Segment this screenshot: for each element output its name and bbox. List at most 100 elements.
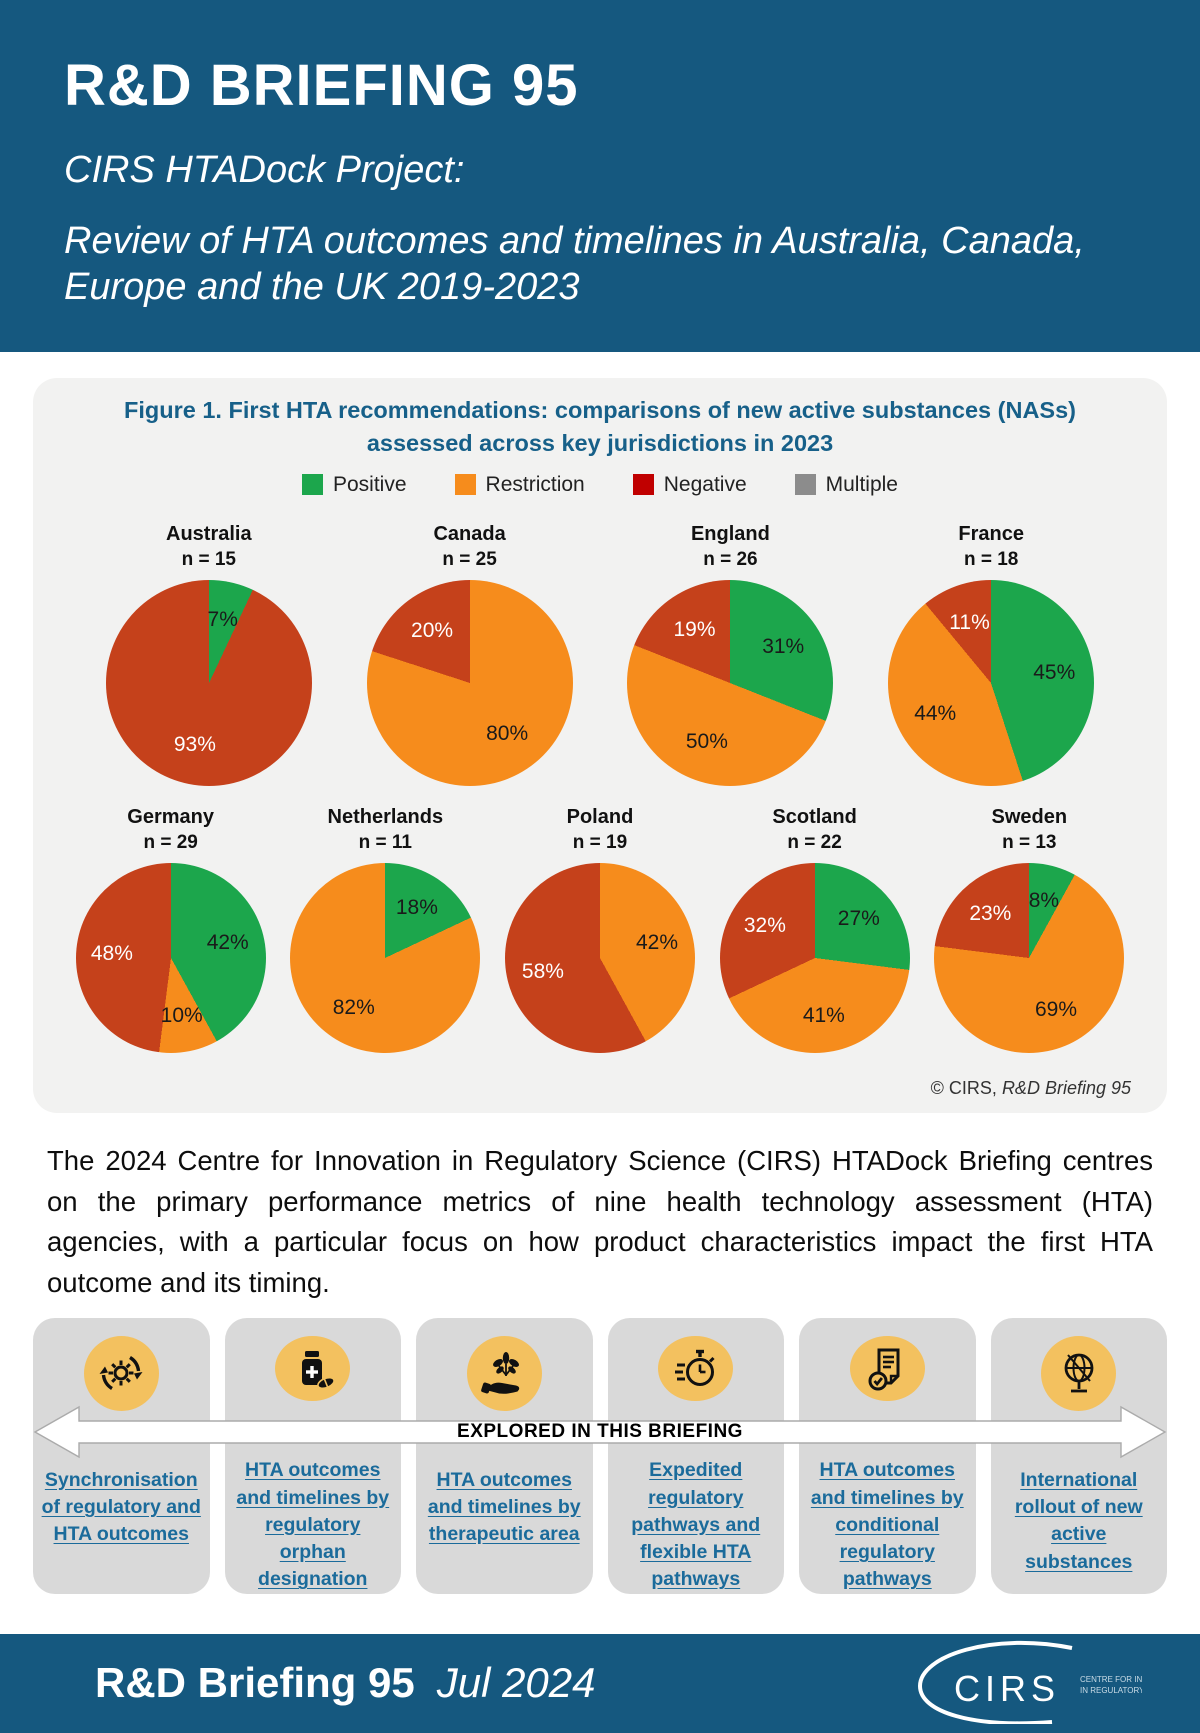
svg-text:IN REGULATORY SCIENCE: IN REGULATORY SCIENCE bbox=[1080, 1686, 1142, 1695]
pie-n-england: n = 26 bbox=[703, 548, 758, 570]
tile-expedited-pathways: Expedited regulatory pathways and flexib… bbox=[607, 1317, 784, 1594]
link-expedited-pathways[interactable]: Expedited regulatory pathways and flexib… bbox=[631, 1459, 761, 1591]
review-subtitle: Review of HTA outcomes and timelines in … bbox=[64, 220, 1085, 309]
tile-international-rollout: International rollout of new active subs… bbox=[990, 1317, 1167, 1594]
pie-block-australia: Australia n = 15 7% 93% bbox=[105, 522, 312, 786]
pie-n-sweden: n = 13 bbox=[1002, 831, 1057, 853]
pie-label-scotland-restriction: 41% bbox=[802, 1003, 845, 1027]
pie-chart-france: 45% 44% 11% bbox=[888, 579, 1095, 786]
pie-chart-sweden: 8% 69% 23% bbox=[934, 862, 1125, 1053]
pie-label-poland-restriction: 42% bbox=[636, 931, 679, 955]
pie-row-1: Australia n = 15 7% 93% Canada n = 25 80% 20% En… bbox=[51, 523, 1149, 786]
link-therapeutic-area[interactable]: HTA outcomes and timelines by therapeuti… bbox=[427, 1468, 581, 1546]
pie-label-scotland-negative: 32% bbox=[743, 914, 786, 938]
credit-prefix: © CIRS, bbox=[930, 1078, 1002, 1098]
svg-text:CENTRE FOR INNOVATION: CENTRE FOR INNOVATION bbox=[1080, 1675, 1142, 1684]
link-conditional-pathways[interactable]: HTA outcomes and timelines by conditiona… bbox=[810, 1459, 964, 1591]
legend-label: Restriction bbox=[485, 472, 585, 496]
pie-chart-scotland: 27% 41% 32% bbox=[719, 862, 910, 1053]
pie-n-scotland: n = 22 bbox=[787, 831, 842, 853]
pie-chart-poland: 42% 58% bbox=[504, 862, 695, 1053]
plant-hand-icon bbox=[466, 1335, 542, 1411]
pie-block-canada: Canada n = 25 80% 20% bbox=[366, 523, 573, 786]
pie-block-sweden: Sweden n = 13 8% 69% 23% bbox=[934, 805, 1125, 1053]
pie-label-poland-negative: 58% bbox=[521, 960, 564, 984]
pie-label-australia-negative: 93% bbox=[173, 733, 216, 757]
pie-block-netherlands: Netherlands n = 11 18% 82% bbox=[290, 805, 481, 1053]
legend-label: Negative bbox=[663, 472, 747, 496]
pie-block-england: England n = 26 31% 50% 19% bbox=[627, 522, 834, 786]
legend-item-positive: Positive bbox=[302, 473, 407, 497]
project-subtitle: CIRS HTADock Project: bbox=[64, 149, 465, 191]
pie-label-france-restriction: 44% bbox=[914, 701, 957, 725]
tile-conditional-pathways: HTA outcomes and timelines by conditiona… bbox=[799, 1317, 976, 1594]
svg-text:CIRS: CIRS bbox=[954, 1668, 1060, 1709]
pie-label-netherlands-positive: 18% bbox=[395, 896, 438, 920]
pie-n-netherlands: n = 11 bbox=[358, 831, 412, 853]
link-orphan-designation[interactable]: HTA outcomes and timelines by regulatory… bbox=[236, 1459, 390, 1591]
pie-label-england-restriction: 50% bbox=[685, 730, 728, 754]
link-international-rollout[interactable]: International rollout of new active subs… bbox=[1014, 1468, 1143, 1573]
footer-date: Jul 2024 bbox=[436, 1659, 596, 1707]
pie-label-germany-negative: 48% bbox=[90, 942, 133, 966]
pie-chart-australia: 7% 93% bbox=[105, 579, 312, 786]
pie-label-scotland-positive: 27% bbox=[837, 906, 880, 930]
pie-n-germany: n = 29 bbox=[143, 831, 198, 853]
link-synchronisation[interactable]: Synchronisation of regulatory and HTA ou… bbox=[41, 1468, 201, 1546]
pie-label-sweden-restriction: 69% bbox=[1035, 998, 1078, 1022]
legend-label: Multiple bbox=[825, 472, 898, 496]
footer-banner: R&D Briefing 95 Jul 2024 CIRS CENTRE FOR … bbox=[0, 1633, 1200, 1733]
legend-swatch-negative bbox=[632, 474, 654, 496]
explored-banner-text: EXPLORED IN THIS BRIEFING bbox=[457, 1420, 743, 1442]
legend-swatch-restriction bbox=[454, 474, 476, 496]
pie-block-poland: Poland n = 19 42% 58% bbox=[504, 806, 695, 1053]
pie-n-australia: n = 15 bbox=[181, 548, 236, 570]
pie-chart-germany: 42% 10% 48% bbox=[75, 862, 266, 1053]
pie-label-england-positive: 31% bbox=[762, 634, 805, 658]
intro-paragraph: The 2024 Centre for Innovation in Regula… bbox=[47, 1145, 1153, 1299]
pie-country-england: England bbox=[690, 522, 770, 545]
pie-row-2: Germany n = 29 42% 10% 48% Netherlands n = 11 1… bbox=[51, 806, 1149, 1053]
pie-chart-netherlands: 18% 82% bbox=[290, 862, 481, 1053]
footer-text: R&D Briefing 95 Jul 2024 bbox=[95, 1659, 596, 1707]
pie-label-netherlands-restriction: 82% bbox=[332, 995, 375, 1019]
topics-section: Synchronisation of regulatory and HTA ou… bbox=[33, 1317, 1167, 1594]
legend-swatch-positive bbox=[302, 474, 323, 496]
cirs-logo: CIRS CENTRE FOR INNOVATION IN REGULATORY… bbox=[902, 1638, 1183, 1729]
medicine-bottle-icon bbox=[275, 1335, 351, 1402]
pie-country-germany: Germany bbox=[127, 805, 215, 828]
pie-country-scotland: Scotland bbox=[772, 805, 857, 828]
legend-item-negative: Negative bbox=[632, 472, 747, 497]
globe-icon bbox=[1041, 1335, 1117, 1411]
sync-icon bbox=[83, 1335, 159, 1411]
pie-label-germany-restriction: 10% bbox=[160, 1003, 203, 1027]
pie-label-sweden-negative: 23% bbox=[969, 901, 1012, 925]
pie-label-canada-negative: 20% bbox=[411, 619, 454, 643]
figure-legend: Positive Restriction Negative Multiple bbox=[51, 473, 1149, 497]
pie-chart-canada: 80% 20% bbox=[366, 579, 573, 786]
pie-label-canada-restriction: 80% bbox=[486, 722, 529, 746]
stopwatch-icon bbox=[658, 1335, 734, 1402]
pie-n-canada: n = 25 bbox=[442, 548, 497, 570]
pie-country-netherlands: Netherlands bbox=[327, 805, 444, 828]
pie-country-france: France bbox=[958, 522, 1024, 545]
footer-briefing-title: R&D Briefing 95 bbox=[95, 1659, 415, 1707]
legend-label: Positive bbox=[333, 472, 407, 496]
pie-country-australia: Australia bbox=[166, 522, 252, 545]
document-check-icon bbox=[849, 1335, 925, 1402]
header-banner: R&D BRIEFING 95 CIRS HTADock Project: Re… bbox=[0, 0, 1200, 352]
pie-label-sweden-positive: 8% bbox=[1028, 888, 1060, 912]
pie-block-france: France n = 18 45% 44% 11% bbox=[888, 522, 1095, 786]
pie-n-poland: n = 19 bbox=[572, 831, 628, 853]
pie-label-france-positive: 45% bbox=[1033, 660, 1076, 684]
pie-country-sweden: Sweden bbox=[991, 805, 1068, 828]
pie-label-england-negative: 19% bbox=[673, 617, 716, 641]
pie-label-germany-positive: 42% bbox=[206, 931, 249, 955]
credit-briefing-name: R&D Briefing 95 bbox=[1001, 1078, 1131, 1098]
explored-banner: EXPLORED IN THIS BRIEFING bbox=[33, 1404, 1167, 1460]
figure-title: Figure 1. First HTA recommendations: com… bbox=[124, 397, 1076, 456]
tile-row: Synchronisation of regulatory and HTA ou… bbox=[33, 1317, 1167, 1594]
figure-panel: Figure 1. First HTA recommendations: com… bbox=[33, 378, 1167, 1113]
pie-label-france-negative: 11% bbox=[949, 610, 990, 634]
legend-item-multiple: Multiple bbox=[794, 472, 898, 497]
